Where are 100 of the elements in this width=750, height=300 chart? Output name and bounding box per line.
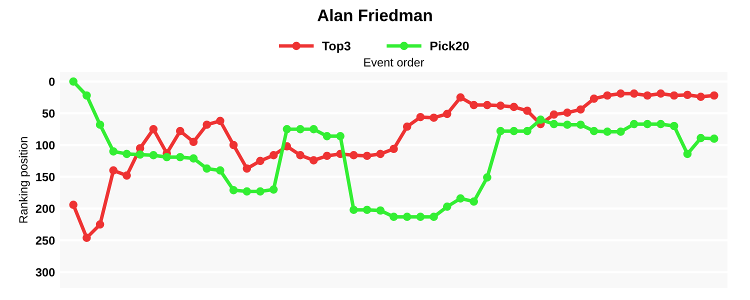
point: [510, 126, 518, 136]
y-tick-label: 300: [36, 268, 55, 277]
point: [696, 92, 705, 101]
point: [69, 77, 78, 86]
point: [616, 89, 625, 98]
point: [229, 140, 238, 150]
y-tick-label: 150: [36, 172, 55, 182]
point: [162, 152, 171, 162]
point: [670, 122, 678, 130]
point: [242, 187, 252, 196]
point: [710, 134, 718, 143]
y-tick-label: 0: [49, 78, 55, 86]
point: [322, 152, 332, 160]
point: [442, 202, 452, 211]
point: [256, 156, 264, 166]
y-axis-title: Ranking position: [18, 137, 30, 223]
point: [510, 102, 518, 112]
point: [176, 152, 184, 162]
point: [550, 110, 558, 119]
chart-title: Alan Friedman: [318, 9, 432, 22]
point: [282, 125, 292, 134]
point: [616, 128, 625, 136]
point: [350, 206, 358, 214]
point: [630, 120, 638, 128]
point: [603, 128, 612, 136]
point: [456, 194, 465, 203]
point: [109, 147, 118, 156]
point: [710, 91, 718, 100]
point: [202, 120, 212, 129]
point: [269, 185, 278, 194]
point: [656, 89, 665, 98]
point: [430, 212, 438, 222]
y-tick-label: 250: [36, 236, 55, 245]
point: [82, 91, 91, 100]
point: [69, 200, 78, 209]
point: [216, 166, 224, 175]
point: [563, 108, 572, 117]
point: [496, 126, 505, 136]
point: [563, 120, 572, 129]
point: [109, 166, 118, 175]
point: [322, 132, 332, 140]
point: [670, 91, 678, 100]
point: [122, 171, 131, 180]
point: [336, 132, 345, 140]
point: [590, 94, 598, 103]
point: [189, 138, 198, 146]
point: [122, 150, 131, 158]
point: [576, 105, 585, 114]
point: [523, 126, 532, 136]
x-axis-title: Event order: [364, 58, 424, 67]
point: [376, 150, 385, 158]
point: [96, 120, 104, 129]
point: [296, 151, 304, 160]
point: [229, 186, 238, 194]
point: [390, 144, 398, 154]
point: [523, 106, 532, 115]
point: [82, 234, 91, 242]
y-tick-label: 200: [36, 204, 55, 213]
point: [149, 151, 158, 160]
point: [202, 164, 212, 173]
point: [362, 206, 372, 214]
point: [470, 197, 478, 206]
point: [176, 126, 184, 136]
point: [96, 220, 104, 229]
point: [576, 120, 585, 129]
point: [242, 164, 252, 173]
point: [350, 151, 358, 160]
point: [683, 90, 692, 100]
point: [256, 187, 264, 196]
point: [376, 206, 385, 215]
y-tick-label: 50: [42, 109, 55, 118]
point: [442, 110, 452, 118]
point: [683, 150, 692, 158]
point: [402, 212, 412, 222]
point: [296, 125, 304, 134]
point: [149, 125, 158, 134]
point: [550, 120, 558, 128]
point: [309, 125, 318, 134]
point: [269, 151, 278, 160]
point: [470, 100, 478, 110]
point: [216, 116, 224, 126]
point: [402, 122, 412, 131]
point: [603, 91, 612, 100]
point: [430, 114, 438, 122]
legend-label: Pick20: [430, 41, 469, 50]
point: [696, 134, 705, 142]
point: [536, 115, 545, 124]
point: [390, 212, 398, 222]
point: [456, 93, 465, 102]
legend-label: Top3: [322, 42, 350, 53]
y-tick-label: 100: [36, 141, 55, 150]
point: [362, 152, 372, 160]
point: [496, 102, 505, 110]
point: [483, 173, 492, 182]
point: [416, 212, 425, 222]
point: [656, 120, 665, 128]
point: [643, 91, 652, 100]
point: [416, 112, 425, 122]
point: [483, 100, 492, 110]
point: [643, 120, 652, 128]
